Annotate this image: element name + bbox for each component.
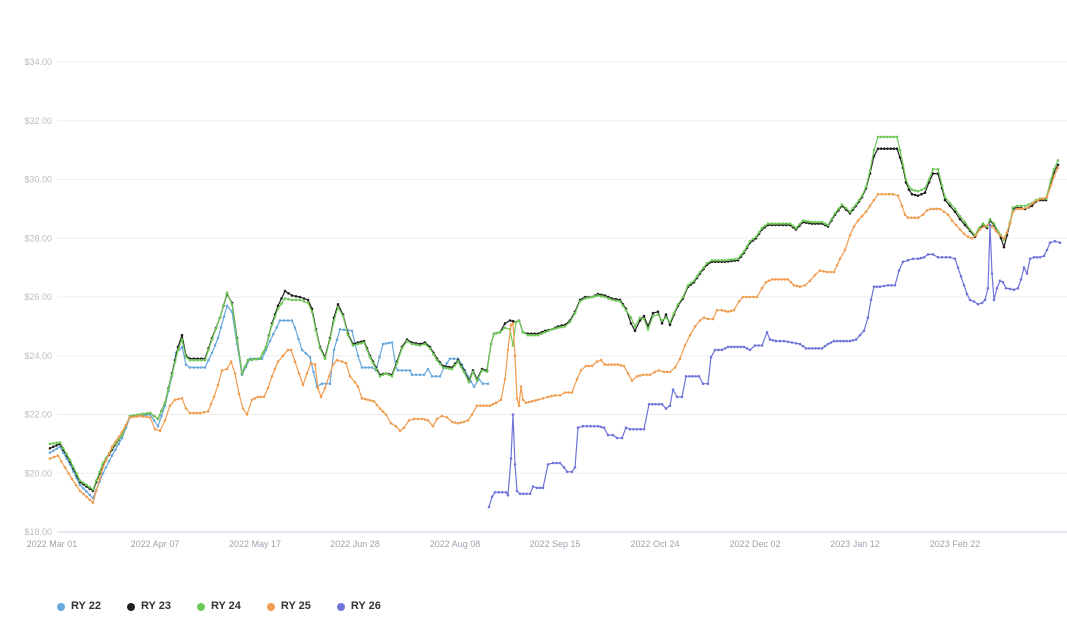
legend-label: RY 25 bbox=[280, 600, 311, 612]
series-line-ry-23 bbox=[49, 148, 1059, 492]
y-axis-tick-label: $32.00 bbox=[24, 116, 52, 126]
chart-legend: RY 22 RY 23 RY 24 RY 25 RY 26 bbox=[57, 601, 381, 612]
x-axis-tick-label: 2023 Jan 12 bbox=[830, 539, 880, 549]
y-axis-tick-label: $26.00 bbox=[24, 292, 52, 302]
series-markers-ry-26 bbox=[487, 223, 1062, 509]
x-axis-tick-label: 2022 Aug 08 bbox=[430, 539, 481, 549]
series-line-ry-26 bbox=[488, 224, 1061, 508]
series-markers-ry-24 bbox=[48, 135, 1060, 491]
x-axis-tick-label: 2022 Jun 28 bbox=[330, 539, 380, 549]
legend-marker-icon bbox=[57, 602, 65, 611]
series-line-ry-24 bbox=[49, 136, 1059, 490]
legend-label: RY 26 bbox=[350, 600, 381, 612]
x-axis-tick-label: 2022 Dec 02 bbox=[729, 539, 780, 549]
y-axis-tick-label: $22.00 bbox=[24, 410, 52, 420]
legend-label: RY 24 bbox=[210, 600, 241, 612]
legend-item-ry-26[interactable]: RY 26 bbox=[336, 600, 381, 612]
legend-item-ry-23[interactable]: RY 23 bbox=[126, 600, 171, 612]
y-axis-tick-label: $18.00 bbox=[24, 527, 52, 537]
x-axis-tick-label: 2023 Feb 22 bbox=[930, 539, 981, 549]
y-axis-tick-label: $34.00 bbox=[24, 57, 52, 67]
legend-item-ry-25[interactable]: RY 25 bbox=[266, 600, 311, 612]
y-axis-tick-label: $24.00 bbox=[24, 351, 52, 361]
x-axis-tick-label: 2022 May 17 bbox=[229, 539, 281, 549]
series-markers-ry-22 bbox=[48, 304, 490, 500]
legend-label: RY 23 bbox=[140, 600, 171, 612]
legend-item-ry-22[interactable]: RY 22 bbox=[57, 601, 101, 612]
legend-marker-icon bbox=[196, 602, 205, 611]
y-axis-tick-label: $20.00 bbox=[24, 468, 52, 478]
y-axis-tick-label: $30.00 bbox=[24, 175, 52, 185]
x-axis-tick-label: 2022 Apr 07 bbox=[131, 539, 180, 549]
x-axis-tick-label: 2022 Oct 24 bbox=[630, 539, 679, 549]
y-axis-tick-label: $28.00 bbox=[24, 233, 52, 243]
legend-label: RY 22 bbox=[71, 600, 101, 612]
series-markers-ry-23 bbox=[48, 147, 1060, 493]
legend-marker-icon bbox=[266, 602, 275, 611]
series-markers-ry-25 bbox=[48, 166, 1060, 504]
legend-marker-icon bbox=[336, 602, 345, 611]
legend-marker-icon bbox=[126, 602, 135, 611]
legend-item-ry-24[interactable]: RY 24 bbox=[196, 600, 241, 612]
x-axis-tick-label: 2022 Sep 15 bbox=[529, 539, 580, 549]
x-axis-tick-label: 2022 Mar 01 bbox=[27, 539, 78, 549]
